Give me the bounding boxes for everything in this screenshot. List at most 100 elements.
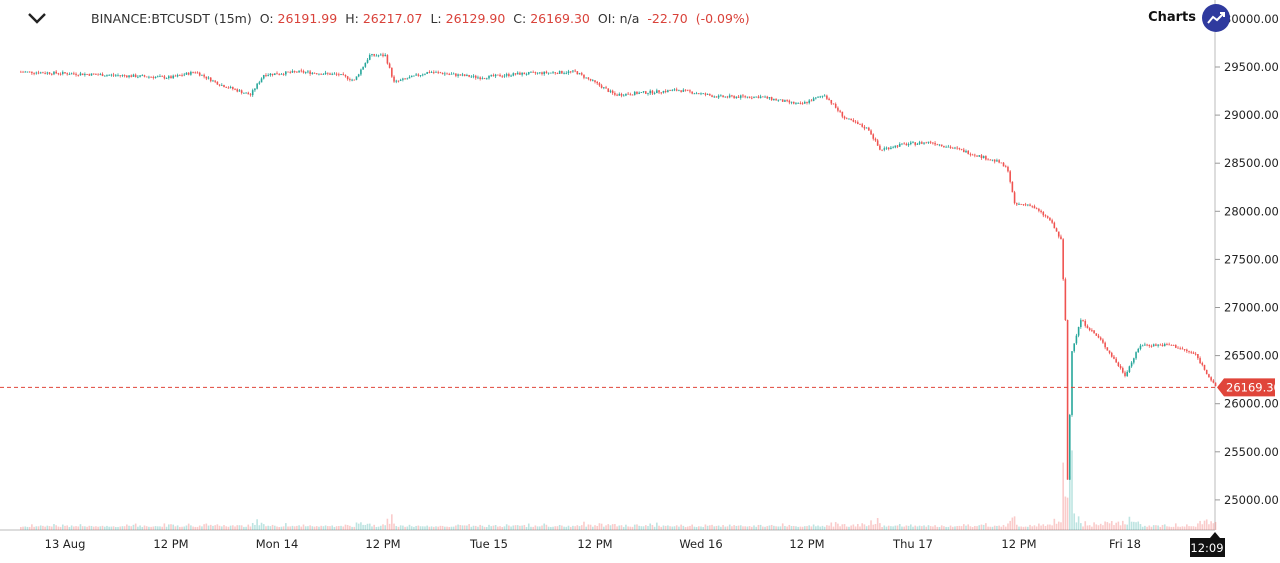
volume-bar — [693, 526, 696, 530]
volume-bar — [79, 524, 82, 530]
candle-body — [580, 73, 583, 75]
candle-body — [298, 70, 300, 73]
volume-bar — [1214, 521, 1217, 530]
volume-bar — [993, 525, 996, 530]
volume-bar — [1007, 523, 1009, 530]
candle-body — [185, 72, 188, 75]
volume-bar — [1146, 526, 1148, 530]
volume-bar — [653, 526, 656, 530]
candle-body — [510, 75, 512, 77]
volume-bar — [492, 525, 495, 530]
time-tick-label: Tue 15 — [469, 537, 508, 551]
volume-bar — [958, 525, 961, 530]
candle-body — [1214, 382, 1217, 387]
candle-body — [439, 72, 442, 74]
volume-bar — [463, 525, 466, 530]
chevron-down-icon[interactable] — [26, 10, 48, 26]
candle-body — [152, 77, 155, 78]
volume-bar — [647, 526, 649, 530]
candle-body — [715, 96, 718, 98]
candle-body — [958, 148, 961, 150]
candle-body — [393, 76, 395, 82]
candle-body — [843, 116, 846, 119]
volume-bar — [583, 521, 585, 530]
candle-body — [918, 142, 921, 144]
candle-body — [625, 93, 627, 96]
candle-body — [42, 72, 44, 74]
candle-body — [503, 75, 506, 77]
candle-body — [945, 146, 947, 148]
volume-bar — [1155, 525, 1157, 530]
candle-body — [1166, 344, 1168, 345]
candle-body — [1068, 414, 1071, 480]
candle-body — [828, 98, 830, 101]
volume-bar — [201, 526, 203, 530]
candle-body — [232, 86, 234, 89]
volume-bar — [320, 525, 322, 530]
volume-bar — [909, 524, 912, 530]
volume-bar — [974, 525, 976, 530]
volume-bar — [678, 526, 680, 530]
candle-body — [468, 74, 470, 77]
volume-bar — [488, 524, 490, 530]
volume-bar — [349, 525, 351, 530]
volume-bar — [916, 526, 919, 530]
candle-body — [587, 77, 590, 79]
volume-bar — [989, 526, 992, 530]
candle-body — [629, 94, 632, 96]
volume-bar — [735, 525, 738, 530]
volume-bar — [1181, 526, 1184, 530]
volume-bar — [987, 526, 989, 530]
volume-bar — [126, 524, 128, 530]
candle-body — [1024, 204, 1027, 206]
volume-bar — [1095, 524, 1098, 530]
volume-bar — [1080, 523, 1082, 530]
candle-body — [854, 121, 857, 123]
volume-bar — [123, 526, 126, 530]
candle-body — [545, 71, 548, 74]
volume-bar — [318, 526, 320, 530]
volume-bar — [923, 525, 925, 530]
candle-body — [377, 55, 380, 57]
candle-body — [373, 54, 375, 56]
volume-bar — [106, 525, 108, 530]
volume-bar — [881, 526, 883, 530]
volume-bar — [616, 526, 618, 530]
volume-bar — [1201, 524, 1204, 530]
volume-bar — [863, 524, 866, 530]
candle-body — [876, 140, 879, 146]
candle-body — [852, 120, 855, 122]
candle-body — [477, 77, 479, 79]
candle-body — [1033, 206, 1036, 209]
candle-body — [386, 54, 389, 64]
volume-bar — [669, 526, 671, 530]
volume-bar — [660, 526, 663, 530]
candle-body — [406, 78, 409, 80]
candle-body — [627, 93, 629, 95]
candle-body — [88, 74, 91, 76]
volume-bar — [419, 526, 422, 530]
volume-bar — [351, 526, 353, 530]
trend-up-icon[interactable] — [1202, 4, 1230, 32]
candle-body — [1104, 342, 1106, 348]
candle-body — [368, 55, 371, 60]
candle-body — [1133, 358, 1135, 363]
volume-bar — [344, 524, 347, 530]
volume-bar — [156, 526, 159, 530]
candle-body — [1208, 374, 1210, 378]
volume-bar — [368, 523, 371, 530]
candle-body — [697, 93, 700, 95]
candle-body — [541, 72, 543, 75]
volume-bar — [854, 526, 857, 530]
volume-bar — [24, 526, 27, 530]
volume-bar — [335, 526, 338, 530]
candle-body — [903, 143, 905, 145]
candle-body — [662, 90, 665, 93]
candle-body — [1148, 344, 1151, 346]
time-tick-label: 12 PM — [365, 537, 400, 551]
candle-body — [936, 144, 939, 146]
volume-bar — [185, 525, 188, 530]
candle-body — [59, 73, 62, 75]
candle-body — [251, 90, 254, 96]
